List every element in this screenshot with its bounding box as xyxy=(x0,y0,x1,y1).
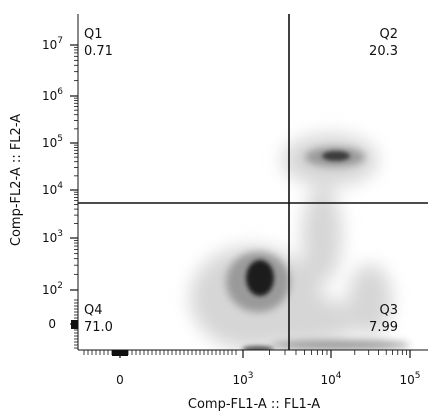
x-tick-label: 105 xyxy=(399,371,420,387)
y-tick-label: 105 xyxy=(42,134,63,150)
q2-name: Q2 xyxy=(379,27,398,42)
y-axis-title: Comp-FL2-A :: FL2-A xyxy=(9,114,24,246)
y-tick-label: 102 xyxy=(42,281,63,297)
density-outer-layer xyxy=(190,134,392,350)
q4-value: 71.0 xyxy=(84,320,113,335)
y-axis-ticks: 0 102 103 104 105 106 107 xyxy=(42,36,78,349)
q3-name: Q3 xyxy=(379,303,398,318)
y-tick-label: 0 xyxy=(48,317,56,331)
x-tick-label: 103 xyxy=(232,371,253,387)
x-axis-ticks: 0 103 104 105 xyxy=(83,350,421,387)
y-tick-label: 103 xyxy=(42,229,63,245)
q2-value: 20.3 xyxy=(369,44,398,59)
density-core-layer xyxy=(242,151,350,350)
x-tick-label: 0 xyxy=(116,373,124,387)
q1-value: 0.71 xyxy=(84,44,113,59)
q4-name: Q4 xyxy=(84,303,103,318)
y-tick-label: 104 xyxy=(42,181,63,197)
x-zero-tick-cluster xyxy=(112,350,128,356)
y-tick-label: 106 xyxy=(42,87,63,103)
x-axis-title: Comp-FL1-A :: FL1-A xyxy=(188,397,320,412)
y-zero-tick-cluster xyxy=(71,320,78,329)
q3-value: 7.99 xyxy=(369,320,398,335)
y-tick-label: 107 xyxy=(42,36,63,52)
x-tick-label: 104 xyxy=(320,371,341,387)
q1-name: Q1 xyxy=(84,27,103,42)
